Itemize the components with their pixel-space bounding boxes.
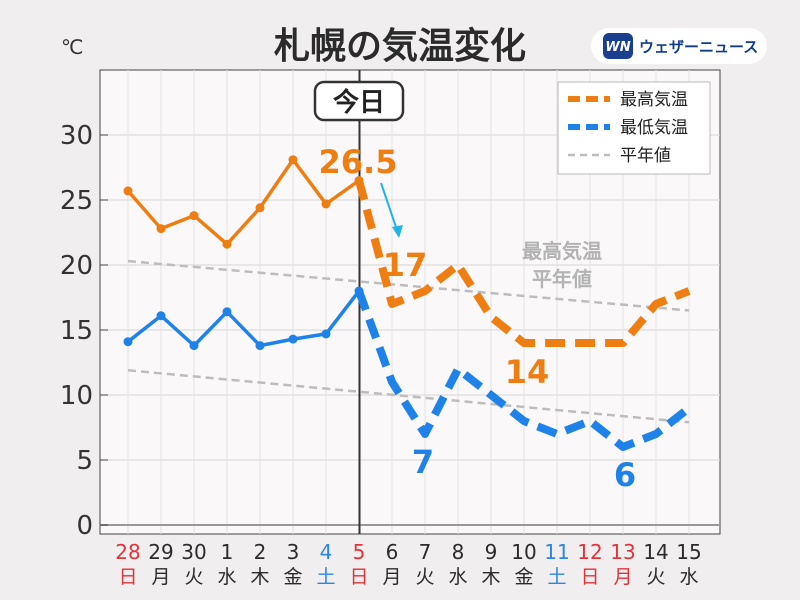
annot-normal-high-line1: 最高気温 xyxy=(522,239,602,263)
x-tick-dow-1: 月 xyxy=(151,566,170,588)
x-tick-dow-0: 日 xyxy=(118,566,137,588)
series-high-point-1 xyxy=(156,224,166,234)
x-tick-day-0: 28 xyxy=(115,540,140,564)
series-high-point-5 xyxy=(288,155,298,165)
series-low-forecast-line xyxy=(355,289,692,451)
series-high-forecast-line xyxy=(355,179,691,347)
series-low-point-0 xyxy=(123,337,133,347)
x-tick-day-17: 15 xyxy=(676,540,701,564)
x-tick-day-2: 30 xyxy=(181,540,206,564)
today-label: 今日 xyxy=(333,87,385,118)
normals-lines xyxy=(127,259,690,424)
x-tick-day-1: 29 xyxy=(148,540,173,564)
annot-today-high: 26.5 xyxy=(319,143,398,181)
x-tick-dow-17: 水 xyxy=(679,566,698,588)
annot-arrow-line xyxy=(380,182,398,231)
series-high-point-6 xyxy=(321,199,331,209)
x-tick-day-15: 13 xyxy=(610,540,635,564)
x-tick-day-11: 9 xyxy=(485,540,498,564)
x-tick-day-12: 10 xyxy=(511,540,536,564)
x-tick-dow-13: 土 xyxy=(547,566,566,588)
x-tick-day-16: 14 xyxy=(643,540,668,564)
annot-low-drop: 7 xyxy=(412,443,434,481)
series-low-point-4 xyxy=(255,341,265,351)
y-tick-label-0: 0 xyxy=(76,511,93,541)
x-tick-day-5: 3 xyxy=(287,540,300,564)
x-tick-dow-11: 木 xyxy=(481,566,500,588)
x-tick-dow-10: 水 xyxy=(448,566,467,588)
chart-title: 札幌の気温変化 xyxy=(274,25,526,67)
x-tick-day-4: 2 xyxy=(254,540,267,564)
normal-low-line xyxy=(127,369,690,424)
y-tick-label-6: 30 xyxy=(60,121,93,151)
legend: 最高気温 最低気温 平年値 xyxy=(557,81,711,175)
brand-mark: WN xyxy=(605,40,630,55)
x-tick-dow-8: 月 xyxy=(382,566,401,588)
annot-low-min: 6 xyxy=(614,456,636,494)
brand-name: ウェザーニュース xyxy=(639,38,758,56)
series-low-point-6 xyxy=(321,329,331,339)
x-tick-dow-14: 日 xyxy=(580,566,599,588)
x-tick-dow-12: 金 xyxy=(514,566,533,588)
x-tick-dow-6: 土 xyxy=(316,566,335,588)
x-tick-dow-16: 火 xyxy=(646,566,665,588)
series-layer xyxy=(123,155,692,451)
series-low-point-3 xyxy=(222,307,232,317)
y-axis-unit: ℃ xyxy=(61,35,83,59)
today-badge xyxy=(313,80,405,122)
y-axis: 0 5 10 15 20 25 30 xyxy=(60,121,108,541)
series-low-point-1 xyxy=(156,311,166,321)
series-high-point-3 xyxy=(222,239,232,249)
y-tick-label-4: 20 xyxy=(60,251,93,281)
x-tick-day-10: 8 xyxy=(452,540,465,564)
brand-logo: WN ウェザーニュース xyxy=(591,28,767,64)
annot-high-drop: 17 xyxy=(383,246,428,284)
x-tick-dow-7: 日 xyxy=(349,566,368,588)
series-low-point-2 xyxy=(189,341,199,351)
series-high-observed-line xyxy=(126,157,361,246)
y-tick-label-3: 15 xyxy=(60,316,93,346)
x-tick-day-7: 5 xyxy=(353,540,366,564)
x-tick-day-9: 7 xyxy=(419,540,432,564)
series-low-point-5 xyxy=(288,334,298,344)
x-tick-dow-9: 火 xyxy=(415,566,434,588)
x-tick-day-14: 12 xyxy=(577,540,602,564)
x-tick-day-8: 6 xyxy=(386,540,399,564)
series-high-point-0 xyxy=(123,186,133,196)
x-tick-dow-3: 水 xyxy=(217,566,236,588)
series-high-point-7 xyxy=(354,176,364,185)
x-tick-day-6: 4 xyxy=(320,540,333,564)
x-tick-day-13: 11 xyxy=(544,540,569,564)
brand-mark-badge xyxy=(603,33,633,59)
x-tick-dow-4: 木 xyxy=(250,566,269,588)
series-low-observed-line xyxy=(126,289,361,348)
y-tick-label-2: 10 xyxy=(60,381,93,411)
annot-arrow-head xyxy=(392,225,403,238)
today-marker: 今日 xyxy=(313,70,405,534)
legend-label-low: 最低気温 xyxy=(620,118,688,138)
y-tick-label-5: 25 xyxy=(60,186,93,216)
x-axis: 28日29月30火1水2木3金4土5日6月7火8水9木10金11土12日13月1… xyxy=(115,540,701,588)
series-high-point-2 xyxy=(189,211,199,221)
x-tick-dow-5: 金 xyxy=(283,566,302,588)
legend-label-normal: 平年値 xyxy=(620,146,671,166)
normal-high-line xyxy=(127,259,690,312)
annot-normal-high-line2: 平年値 xyxy=(532,267,592,291)
series-low-point-7 xyxy=(354,286,364,296)
x-tick-dow-2: 火 xyxy=(184,566,203,588)
annot-high-min: 14 xyxy=(505,353,550,391)
series-high-point-4 xyxy=(255,203,265,213)
x-tick-dow-15: 月 xyxy=(613,566,632,588)
x-tick-day-3: 1 xyxy=(221,540,234,564)
y-tick-label-1: 5 xyxy=(76,446,93,476)
legend-label-high: 最高気温 xyxy=(620,90,688,110)
